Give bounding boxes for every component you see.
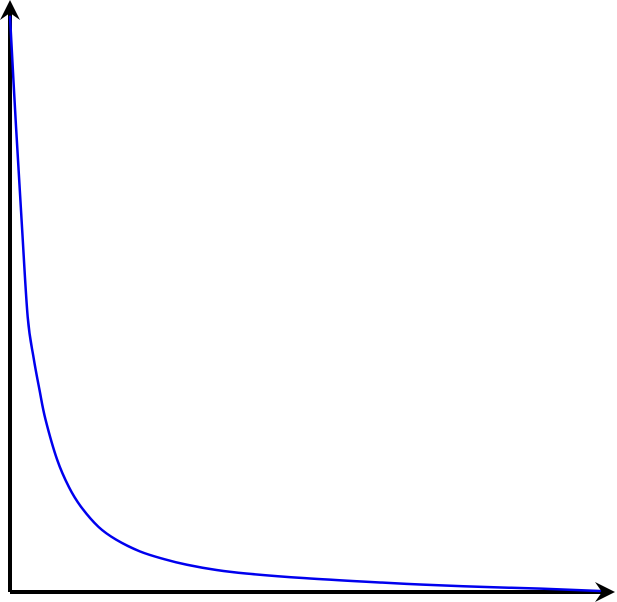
y-axis-arrow-icon [0,0,20,20]
x-axis-arrow-icon [595,582,615,602]
series-line-0 [8,15,602,593]
series-layer [8,15,602,593]
